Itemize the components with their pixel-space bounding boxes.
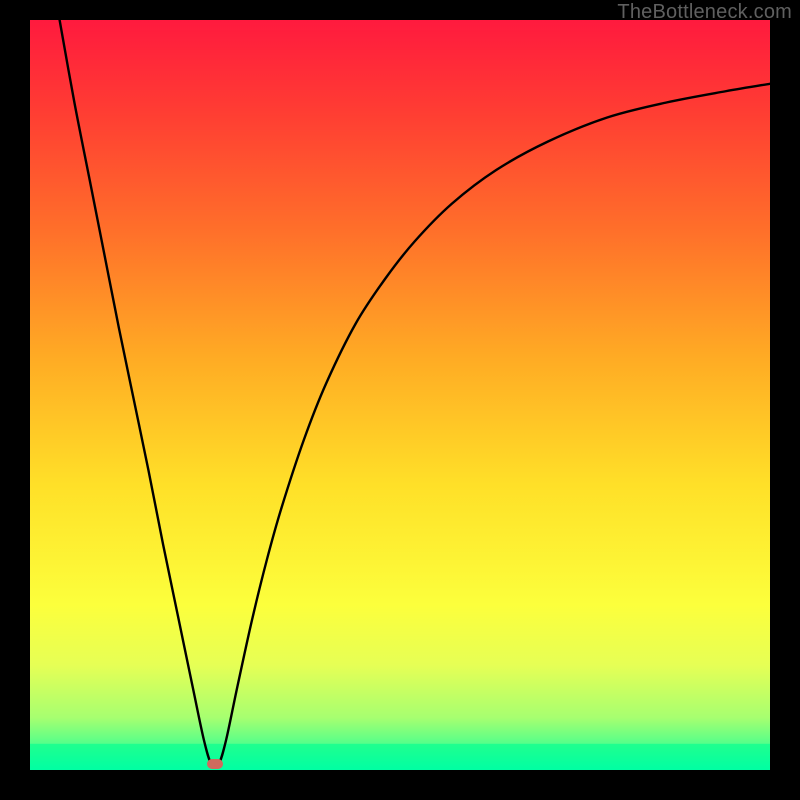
plot-frame (30, 20, 770, 770)
watermark-text: TheBottleneck.com (617, 1, 792, 24)
bottleneck-curve (30, 20, 770, 770)
minimum-marker (207, 759, 223, 769)
